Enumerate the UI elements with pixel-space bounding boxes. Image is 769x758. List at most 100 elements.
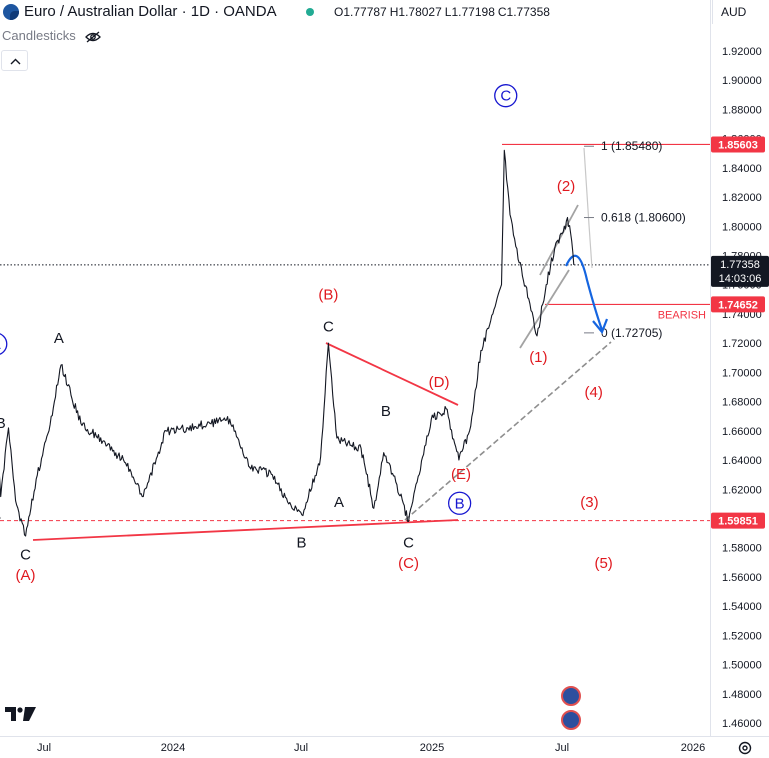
price-tick-label: 1.52000 (722, 630, 762, 642)
ohlc-values: O1.77787 H1.78027 L1.77198 C1.77358 (334, 5, 553, 19)
ohlc-value-c: 1.77358 (506, 5, 550, 19)
badge-bg-support (711, 512, 765, 529)
price-line (0, 149, 575, 537)
wave-label: C (323, 318, 334, 335)
ohlc-value-h: 1.78027 (398, 5, 442, 19)
wave-label: C (403, 535, 414, 552)
channel-lower-line (519, 269, 570, 349)
triangle-upper-line (325, 342, 459, 406)
wave-circle-c (494, 84, 518, 108)
wave-label: (B) (318, 286, 338, 303)
price-tick-label: 1.92000 (722, 46, 762, 58)
fib-label-0.618: 0.618 (1.80600) (601, 211, 686, 225)
fib-label-1: 1 (1.85480) (601, 139, 662, 153)
triangle-lower-line (32, 519, 459, 541)
price-tick-label: 1.66000 (722, 426, 762, 438)
wave-label: A (334, 494, 344, 511)
badge-invalidation: 1.74652 (718, 299, 758, 311)
price-badges: 1.85603 1.74652 1.59851 1.77358 14:03:06 (561, 136, 769, 730)
wave-label: A (0, 505, 1, 522)
currency-button[interactable]: AUD (712, 0, 769, 24)
time-axis-border (0, 736, 769, 737)
price-tick-label: 1.68000 (722, 397, 762, 409)
ohlc-key-o: O (334, 5, 344, 19)
eye-hidden-icon[interactable] (85, 31, 102, 43)
time-tick-label: Jul (294, 742, 308, 754)
bearish-label: BEARISH (658, 309, 706, 321)
wave-label: B (296, 535, 306, 552)
wave-label: (1) (529, 349, 547, 366)
currency-label: AUD (721, 5, 747, 19)
wave-label: (3) (580, 494, 598, 511)
wave-label: (E) (451, 466, 471, 483)
wave-circle-a (0, 333, 8, 355)
chart-header: Euro / Australian Dollar · 1D · OANDA O1… (0, 0, 710, 24)
price-tick-label: 1.54000 (722, 601, 762, 613)
price-tick-label: 1.80000 (722, 221, 762, 233)
wave-label: C (500, 88, 511, 105)
price-tick-label: 1.50000 (722, 660, 762, 672)
wave-label: (A) (16, 567, 36, 584)
countdown-badge: 14:03:06 (719, 273, 762, 285)
price-tick-label: 1.48000 (722, 689, 762, 701)
wave-label: B (381, 403, 391, 420)
price-tick-label: 1.56000 (722, 572, 762, 584)
time-tick-label: 2025 (420, 742, 444, 754)
grey-trendline (404, 341, 612, 521)
price-tick-label: 1.84000 (722, 163, 762, 175)
time-axis[interactable]: Jul 2024 Jul 2025 Jul 2026 (37, 742, 705, 754)
price-tick-label: 1.90000 (722, 75, 762, 87)
wave-labels: C B A (2) (1) (B) C (D) (E) (4) (3) (5) A B A C (A) B A B C (… (0, 84, 613, 584)
time-tick-label: 2024 (161, 742, 185, 754)
indicator-row[interactable]: Candlesticks (2, 28, 102, 43)
event-flag-icon (561, 710, 581, 730)
ohlc-key-l: L (444, 5, 452, 19)
wave-label: A (54, 330, 64, 347)
current-price-badge-bg (711, 255, 769, 287)
current-price-badge: 1.77358 (720, 259, 760, 271)
tradingview-logo-icon[interactable] (5, 705, 37, 723)
badge-bg-high (711, 136, 765, 153)
fib-label-0: 0 (1.72705) (601, 326, 662, 340)
drawings: 1 (1.85480) 0.618 (1.80600) 0 (1.72705) BEA… (0, 139, 710, 541)
wave-label: A (0, 336, 1, 353)
wave-label: C (20, 546, 31, 563)
ohlc-key-h: H (389, 5, 399, 19)
price-tick-label: 1.46000 (722, 718, 762, 730)
price-tick-label: 1.62000 (722, 484, 762, 496)
symbol-title[interactable]: Euro / Australian Dollar · 1D · OANDA (24, 3, 277, 20)
chevron-up-icon (10, 58, 21, 65)
gear-icon[interactable] (736, 740, 754, 756)
price-series (0, 149, 575, 537)
wave-label: (5) (594, 555, 612, 572)
time-tick-label: Jul (37, 742, 51, 754)
wave-label: (2) (557, 178, 575, 195)
price-tick-label: 1.64000 (722, 455, 762, 467)
price-tick-label: 1.72000 (722, 338, 762, 350)
projection-arrow-path (565, 254, 604, 331)
price-tick-label: 1.82000 (722, 192, 762, 204)
badge-high: 1.85603 (718, 139, 758, 151)
wave-label: (D) (429, 374, 450, 391)
wave-label: (C) (398, 555, 419, 572)
price-tick-label: 1.58000 (722, 543, 762, 555)
ohlc-value-l: 1.77198 (451, 5, 495, 19)
badge-support: 1.59851 (718, 516, 758, 528)
time-tick-label: Jul (555, 742, 569, 754)
wave-label: B (455, 495, 465, 512)
price-tick-label: 1.70000 (722, 367, 762, 379)
time-tick-label: 2026 (681, 742, 705, 754)
wave-label: B (0, 415, 6, 432)
wave-label: (4) (585, 384, 603, 401)
ohlc-key-c: C (497, 5, 507, 19)
fib-diagonal-line (583, 147, 593, 269)
badge-bg-invalidation (711, 296, 765, 313)
event-flag-icon (561, 686, 581, 706)
currency-pair-flag-icon (3, 4, 19, 20)
price-axis-border (710, 0, 711, 736)
market-status-dot-icon (306, 8, 314, 16)
wave-circle-b (447, 491, 472, 515)
projection-arrowhead (592, 318, 609, 335)
collapse-legend-button[interactable] (1, 50, 28, 71)
